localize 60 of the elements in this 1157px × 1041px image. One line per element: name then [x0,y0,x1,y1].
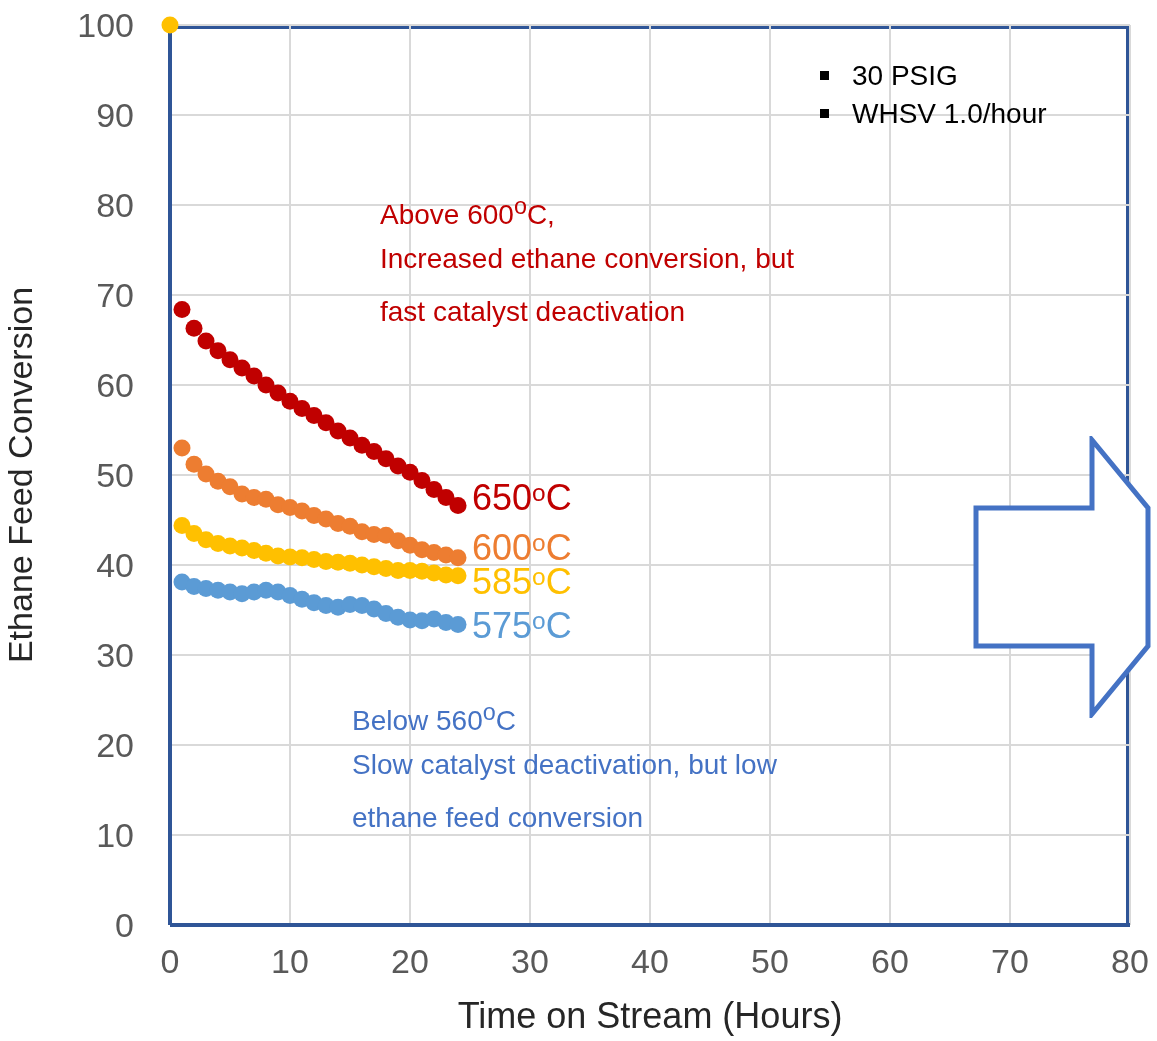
point [449,567,467,585]
y-tick-label: 70 [96,276,134,315]
point [305,407,323,425]
annotation: Increased ethane conversion, but [380,243,795,274]
y-tick-label: 0 [115,906,134,945]
annotation: fast catalyst deactivation [380,296,686,327]
series-label: 575ᵒC [472,605,572,647]
x-tick-label: 0 [160,942,180,981]
x-tick-label: 30 [511,942,549,981]
point [437,489,455,506]
y-tick-label: 30 [96,636,134,675]
point [245,367,263,385]
point [401,463,419,481]
point [221,478,239,496]
annotation: Above 600$^{o}$C, [380,193,555,231]
x-tick-label: 60 [871,942,909,981]
y-tick-label: 100 [77,6,134,45]
x-tick-label: 80 [1111,942,1149,981]
point [209,342,227,360]
y-tick-label: 80 [96,186,134,225]
annotation: Below 560$^{o}$C [352,699,516,737]
series-label: 650ᵒC [472,476,572,518]
y-tick-label: 90 [96,96,134,135]
point [413,471,431,489]
x-tick-label: 50 [751,942,789,981]
point [233,359,251,377]
point [449,615,467,633]
point [185,455,203,473]
point [173,516,191,534]
point [317,414,335,432]
x-tick-label: 20 [391,942,429,981]
y-axis-title: Ethane Feed Conversion [1,286,40,664]
point [281,392,299,410]
x-tick-label: 70 [991,942,1029,981]
y-tick-label: 60 [96,366,134,405]
point [197,332,215,350]
y-tick-label: 20 [96,726,134,765]
point [425,480,443,498]
point [185,319,203,337]
point [161,16,179,34]
point [449,549,467,567]
point [365,443,383,461]
x-tick-label: 40 [631,942,669,981]
point [377,450,395,468]
annotation: Slow catalyst deactivation, but low [352,749,777,780]
annotation: 30 PSIG [852,60,958,91]
y-tick-label: 10 [96,816,134,855]
point [221,351,239,369]
annotation: WHSV 1.0/hour [852,98,1047,129]
point [293,399,311,417]
point [173,439,191,457]
x-axis-title: Time on Stream (Hours) [457,995,843,1036]
annotation: ethane feed conversion [352,802,644,833]
point [173,300,191,318]
y-tick-label: 40 [96,546,134,585]
point [269,384,287,402]
x-tick-label: 10 [271,942,309,981]
point [449,497,467,515]
point [257,376,275,394]
y-tick-label: 50 [96,456,134,495]
